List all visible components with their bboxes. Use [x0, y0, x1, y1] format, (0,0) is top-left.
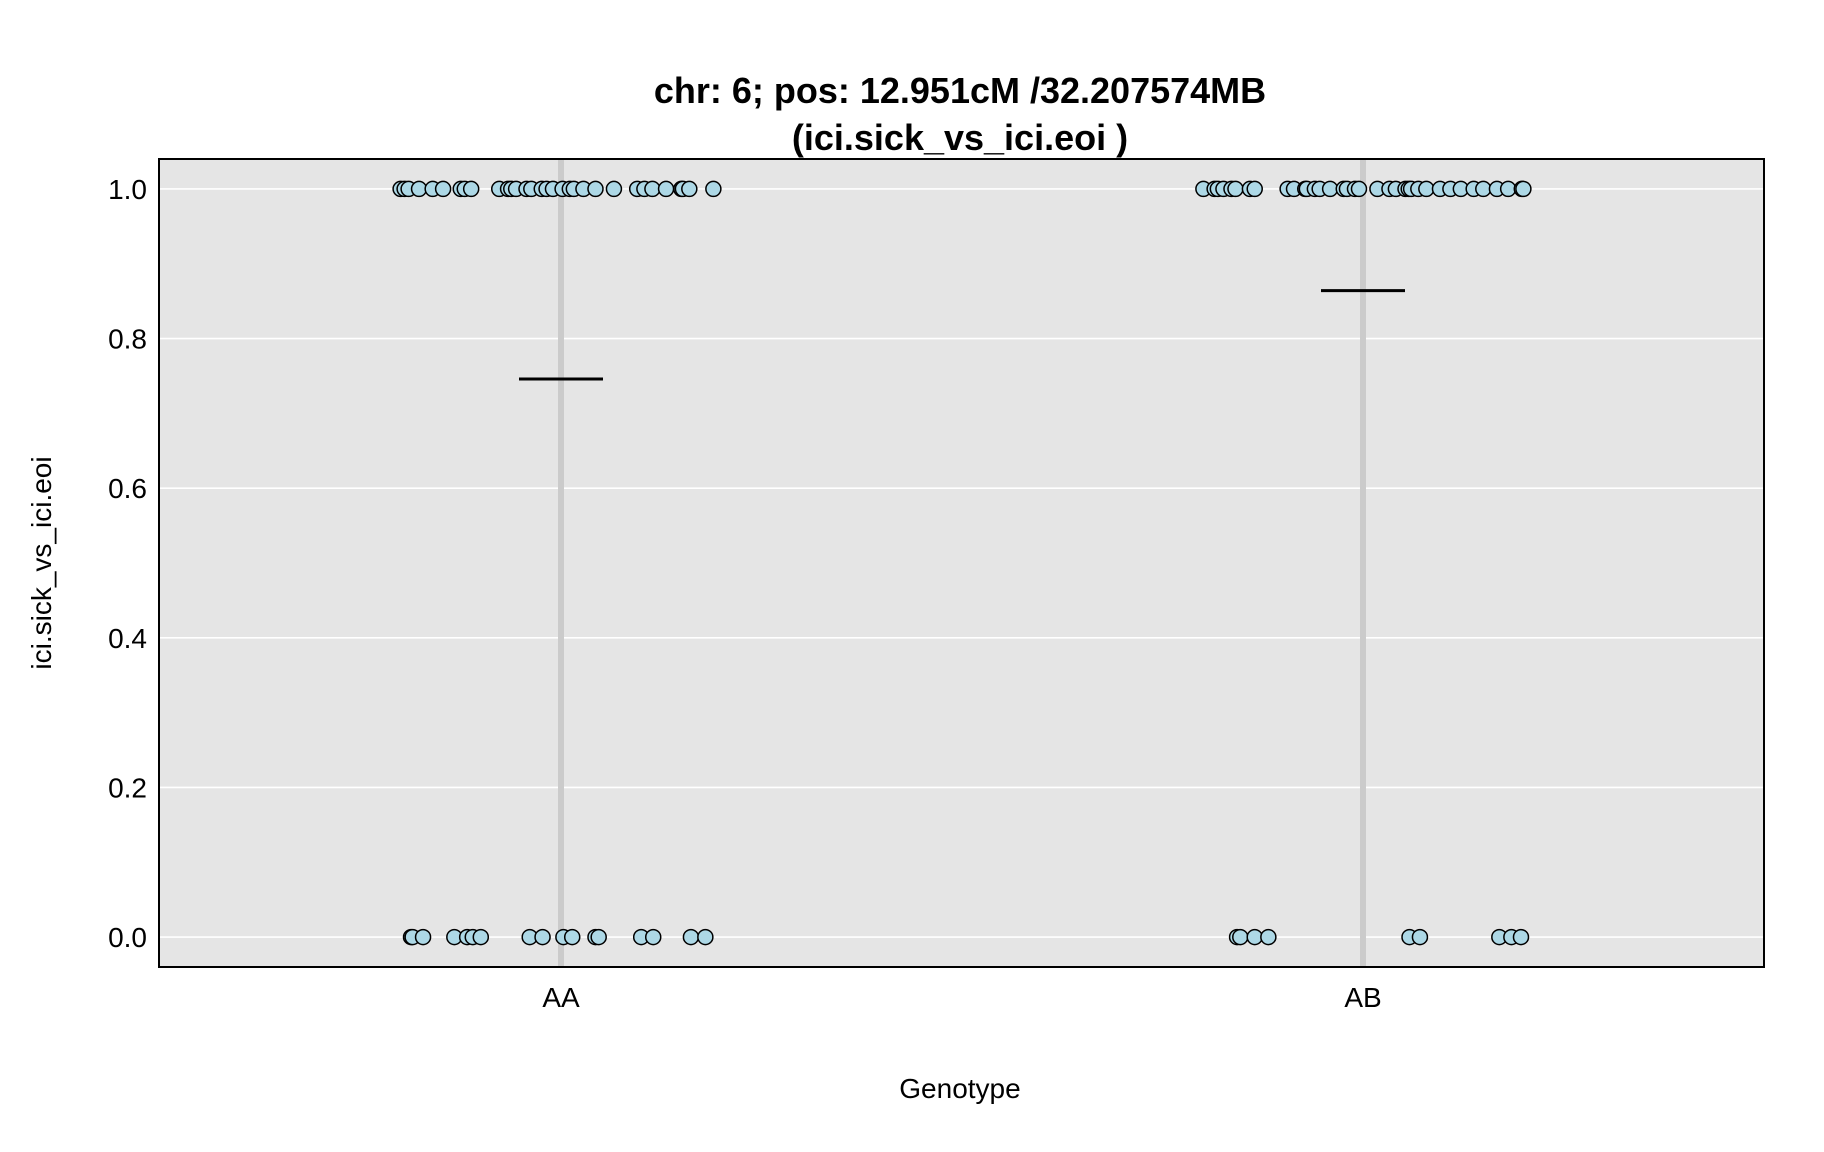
data-point-AA-30 — [681, 180, 698, 198]
data-point-AB-33 — [1499, 180, 1517, 198]
data-point-AB-44 — [1512, 928, 1530, 946]
x-tick-label-AA: AA — [542, 982, 580, 1013]
x-axis-ticks: AA AB — [542, 982, 1381, 1013]
group-means — [519, 289, 1405, 381]
data-point-AA-48 — [697, 928, 714, 946]
y-tick-label-2: 0.4 — [108, 623, 147, 654]
x-axis-label: Genotype — [899, 1073, 1020, 1104]
data-point-AB-18 — [1350, 180, 1368, 198]
data-point-AB-5 — [1227, 180, 1244, 198]
data-point-AB-38 — [1246, 928, 1263, 946]
y-tick-label-4: 0.8 — [108, 324, 147, 355]
data-point-AA-22 — [587, 180, 604, 198]
data-point-AB-14 — [1321, 180, 1339, 198]
data-point-AA-34 — [414, 928, 432, 946]
data-point-AA-5 — [434, 180, 452, 198]
y-tick-label-0: 0.0 — [108, 922, 147, 953]
data-point-AB-41 — [1411, 928, 1429, 946]
y-tick-label-5: 1.0 — [108, 174, 147, 205]
data-point-AA-38 — [472, 928, 490, 946]
data-point-AA-40 — [534, 928, 551, 946]
data-point-AA-47 — [682, 928, 700, 946]
y-axis-ticks: 0.0 0.2 0.4 0.6 0.8 1.0 — [108, 174, 147, 953]
data-point-AB-26 — [1418, 180, 1435, 198]
data-point-AA-3 — [410, 180, 428, 198]
data-point-AB-37 — [1232, 928, 1249, 946]
data-point-AA-46 — [644, 928, 662, 946]
plot-background — [159, 159, 1764, 967]
data-point-AA-31 — [705, 180, 722, 198]
data-point-AA-23 — [605, 180, 623, 198]
data-point-AA-42 — [563, 928, 581, 946]
y-tick-label-3: 0.6 — [108, 473, 147, 504]
data-point-AA-27 — [657, 180, 675, 198]
data-point-AA-26 — [644, 180, 661, 198]
chart-titles: chr: 6; pos: 12.951cM /32.207574MB (ici.… — [654, 70, 1266, 158]
data-point-AB-35 — [1515, 180, 1532, 198]
chart-title-line1: chr: 6; pos: 12.951cM /32.207574MB — [654, 70, 1266, 111]
data-points — [392, 180, 1532, 946]
plot-frame — [158, 158, 1765, 968]
data-point-AB-31 — [1475, 180, 1492, 198]
category-lines — [558, 159, 1366, 967]
x-tick-label-AB: AB — [1344, 982, 1381, 1013]
y-tick-label-1: 0.2 — [108, 772, 147, 803]
data-point-AB-39 — [1260, 928, 1277, 946]
data-point-AA-44 — [590, 928, 607, 946]
data-point-AA-8 — [462, 180, 480, 198]
data-point-AB-7 — [1246, 180, 1263, 198]
y-axis-label: ici.sick_vs_ici.eoi — [26, 456, 57, 669]
chart-title-line2: (ici.sick_vs_ici.eoi ) — [792, 117, 1128, 158]
